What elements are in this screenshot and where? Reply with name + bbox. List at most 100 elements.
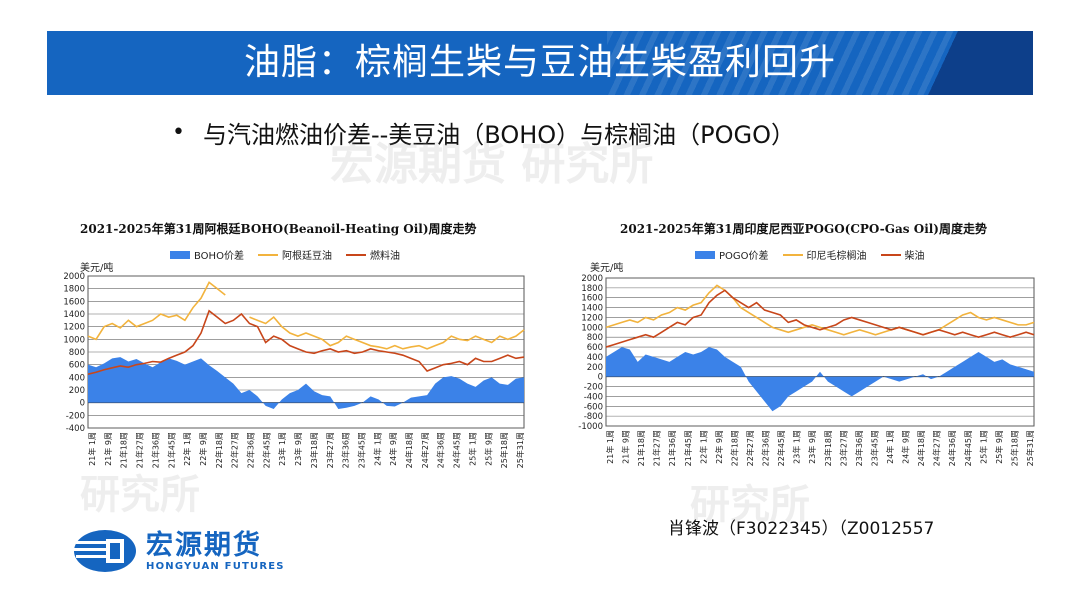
- x-tick-label: 25年 9周: [483, 432, 493, 466]
- chart1-legend-label-0: BOHO价差: [194, 251, 244, 262]
- chart2-legend-label-0: POGO价差: [719, 251, 769, 262]
- chart2-svg: -1000-800-600-400-2000200400600800100012…: [578, 274, 1035, 466]
- x-tick-label: 21年27周: [135, 432, 145, 468]
- y-tick-label: -1000: [578, 422, 603, 432]
- x-tick-label: 21年45周: [166, 432, 176, 468]
- legend-swatch-icon: [170, 250, 190, 259]
- y-tick-label: 200: [587, 363, 603, 373]
- banner-accent: [913, 31, 1033, 95]
- chart1-legend-item: BOHO价差: [170, 247, 244, 262]
- author-credit: 肖锋波（F3022345）（Z0012557: [668, 519, 935, 539]
- x-tick-label: 23年 1周: [792, 430, 802, 464]
- y-tick-label: 1200: [581, 313, 603, 323]
- x-tick-label: 25年 1周: [467, 432, 477, 466]
- x-tick-label: 21年18周: [119, 432, 129, 468]
- y-tick-label: 1800: [581, 284, 603, 294]
- x-tick-label: 23年 1周: [277, 432, 287, 466]
- bullet-text: 与汽油燃油价差--美豆油（BOHO）与棕榈油（POGO）: [202, 120, 796, 149]
- x-tick-label: 23年18周: [309, 432, 319, 468]
- y-tick-label: 1200: [63, 323, 85, 333]
- x-tick-label: 22年36周: [246, 432, 256, 468]
- x-tick-label: 22年18周: [729, 430, 739, 466]
- chart1-svg: -400 -200 0 200 400 600 800 1000 1200 1400 1600 180…: [63, 272, 525, 468]
- x-tick-label: 22年27周: [230, 432, 240, 468]
- x-tick-label: 24年27周: [932, 430, 942, 466]
- y-tick-label: 1400: [581, 304, 603, 314]
- x-tick-label: 21年36周: [667, 430, 677, 466]
- oil-price-line: [605, 284, 1035, 336]
- x-tick-label: 21年 9周: [103, 432, 113, 466]
- x-tick-label: 23年18周: [823, 430, 833, 466]
- x-tick-label: 22年 1周: [182, 432, 192, 466]
- y-tick-label: 1400: [63, 310, 85, 320]
- chart2-legend-item: POGO价差: [695, 247, 769, 262]
- legend-swatch-icon: [695, 250, 715, 259]
- watermark: 宏源期货 研究所: [330, 139, 654, 190]
- chart1-title: 2021-2025年第31周阿根廷BOHO(Beanoil-Heating Oi…: [80, 222, 477, 236]
- chart1-legend-item: 阿根廷豆油: [257, 247, 332, 262]
- x-tick-label: 24年 1周: [372, 432, 382, 466]
- chart2-legend: POGO价差 印尼毛棕榈油 柴油: [695, 247, 939, 262]
- legend-swatch-icon: [782, 253, 803, 256]
- x-tick-label: 21年45周: [683, 430, 693, 466]
- chart2-legend-label-1: 印尼毛棕榈油: [806, 251, 867, 262]
- y-tick-label: 400: [587, 353, 603, 363]
- chart2-legend-item: 柴油: [880, 247, 925, 262]
- x-tick-label: 21年36周: [150, 432, 160, 468]
- bullet-dot-icon: •: [172, 119, 185, 145]
- x-tick-label: 21年 9周: [621, 430, 631, 464]
- y-tick-label: 1600: [63, 297, 85, 307]
- x-tick-label: 23年36周: [854, 430, 864, 466]
- spread-area: [88, 357, 524, 409]
- watermark-lower-right: 研究所: [690, 481, 810, 528]
- x-tick-label: 24年27周: [420, 432, 430, 468]
- y-tick-label: -200: [66, 411, 85, 421]
- fuel-price-line: [605, 289, 1035, 348]
- company-logo: 宏源期货 HONGYUAN FUTURES: [72, 528, 285, 574]
- chart2-legend-label-2: 柴油: [904, 251, 925, 262]
- x-tick-label: 23年45周: [869, 430, 879, 466]
- x-tick-label: 23年 9周: [807, 430, 817, 464]
- y-tick-label: 2000: [581, 274, 603, 284]
- chart1-legend: BOHO价差 阿根廷豆油 燃料油: [170, 247, 414, 262]
- y-tick-label: 1600: [581, 294, 603, 304]
- y-tick-label: 0: [80, 399, 85, 409]
- plot-frame: [605, 277, 1035, 427]
- x-tick-label: 24年 1周: [885, 430, 895, 464]
- logo-cn: 宏源期货: [146, 529, 262, 561]
- oil-price-line: [87, 281, 525, 350]
- legend-swatch-icon: [880, 253, 901, 256]
- x-tick-label: 25年 9周: [994, 430, 1004, 464]
- x-tick-label: 25年18周: [1009, 430, 1019, 466]
- chart2-title: 2021-2025年第31周印度尼西亚POGO(CPO-Gas Oil)周度走势: [620, 222, 987, 236]
- fuel-price-line: [87, 309, 525, 375]
- x-tick-label: 23年27周: [325, 432, 335, 468]
- y-tick-label: 400: [69, 373, 85, 383]
- x-tick-label: 24年18周: [916, 430, 926, 466]
- y-tick-label: -400: [66, 424, 85, 434]
- x-tick-label: 22年 1周: [698, 430, 708, 464]
- y-tick-label: 0: [598, 373, 603, 383]
- x-tick-label: 22年 9周: [198, 432, 208, 466]
- legend-swatch-icon: [257, 253, 278, 256]
- x-tick-label: 21年 1周: [605, 430, 615, 464]
- x-tick-label: 23年45周: [356, 432, 366, 468]
- x-tick-label: 25年18周: [499, 432, 509, 468]
- x-tick-label: 21年18周: [636, 430, 646, 466]
- chart1-legend-label-2: 燃料油: [369, 251, 400, 262]
- title-banner: 油脂：棕榈生柴与豆油生柴盈利回升: [47, 31, 1033, 95]
- chart2-unit-label: 美元/吨: [590, 263, 624, 274]
- x-tick-label: 24年 9周: [901, 430, 911, 464]
- logo-text: 宏源期货 HONGYUAN FUTURES: [146, 529, 285, 572]
- x-tick-label: 24年36周: [947, 430, 957, 466]
- bullet-item: • 与汽油燃油价差--美豆油（BOHO）与棕榈油（POGO）: [172, 112, 795, 152]
- x-tick-label: 23年 9周: [293, 432, 303, 466]
- x-tick-label: 22年45周: [261, 432, 271, 468]
- logo-mark-icon: [74, 530, 136, 572]
- x-tick-label: 24年45周: [963, 430, 973, 466]
- y-tick-label: 800: [587, 333, 603, 343]
- chart1-legend-label-1: 阿根廷豆油: [281, 251, 332, 262]
- x-tick-label: 25年31周: [515, 432, 525, 468]
- y-tick-label: 800: [69, 348, 85, 358]
- y-tick-label: -800: [584, 412, 603, 422]
